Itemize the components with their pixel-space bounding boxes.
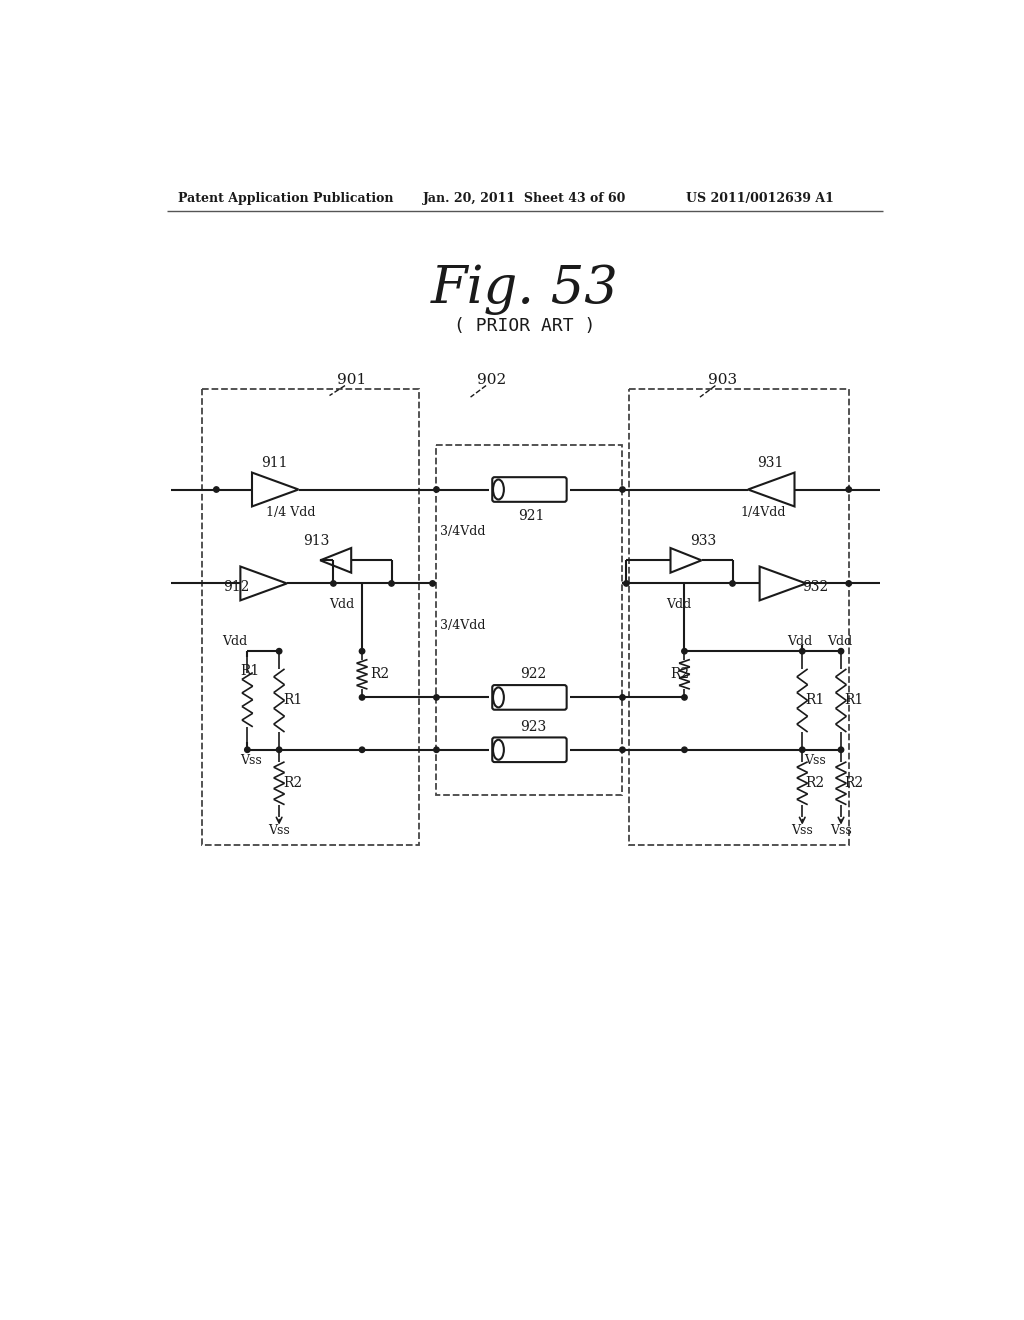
Text: Vdd: Vdd — [330, 598, 354, 611]
Text: R2: R2 — [671, 668, 689, 681]
Circle shape — [839, 648, 844, 653]
FancyBboxPatch shape — [493, 478, 566, 502]
Circle shape — [620, 694, 626, 700]
Text: 913: 913 — [303, 535, 330, 548]
Text: R2: R2 — [844, 776, 863, 791]
Circle shape — [276, 747, 282, 752]
Ellipse shape — [493, 479, 504, 499]
Text: Fig. 53: Fig. 53 — [431, 264, 618, 314]
Bar — [630, 389, 849, 845]
Text: Vss: Vss — [268, 824, 290, 837]
Circle shape — [359, 648, 365, 653]
Text: 911: 911 — [261, 455, 288, 470]
Text: R2: R2 — [283, 776, 302, 791]
Circle shape — [434, 747, 439, 752]
Bar — [436, 445, 623, 795]
Circle shape — [331, 581, 336, 586]
Circle shape — [434, 487, 439, 492]
Text: R1: R1 — [844, 693, 863, 708]
Text: Vss: Vss — [792, 824, 813, 837]
Text: 922: 922 — [520, 668, 547, 681]
Circle shape — [846, 581, 852, 586]
Text: R1: R1 — [241, 664, 260, 678]
Text: R2: R2 — [805, 776, 824, 791]
Circle shape — [276, 648, 282, 653]
Circle shape — [682, 694, 687, 700]
Text: Vdd: Vdd — [786, 635, 812, 648]
Text: Vss: Vss — [805, 754, 826, 767]
Text: R1: R1 — [283, 693, 302, 708]
Circle shape — [245, 747, 250, 752]
Circle shape — [800, 747, 805, 752]
Text: R2: R2 — [370, 668, 389, 681]
Text: 903: 903 — [708, 374, 737, 387]
FancyBboxPatch shape — [493, 685, 566, 710]
FancyBboxPatch shape — [493, 738, 566, 762]
Circle shape — [389, 581, 394, 586]
Ellipse shape — [493, 739, 504, 760]
Text: 901: 901 — [337, 374, 367, 387]
Circle shape — [846, 487, 852, 492]
Text: 902: 902 — [477, 374, 506, 387]
Text: 933: 933 — [690, 535, 716, 548]
Text: Vss: Vss — [830, 824, 852, 837]
Text: 3/4Vdd: 3/4Vdd — [440, 525, 485, 539]
Circle shape — [682, 747, 687, 752]
Text: ( PRIOR ART ): ( PRIOR ART ) — [454, 317, 596, 335]
Circle shape — [359, 694, 365, 700]
Ellipse shape — [493, 688, 504, 708]
Circle shape — [839, 747, 844, 752]
Circle shape — [620, 747, 626, 752]
Text: Vdd: Vdd — [222, 635, 248, 648]
Circle shape — [682, 648, 687, 653]
Text: US 2011/0012639 A1: US 2011/0012639 A1 — [686, 191, 834, 205]
Text: 931: 931 — [758, 455, 783, 470]
Text: 912: 912 — [223, 581, 250, 594]
Circle shape — [430, 581, 435, 586]
Circle shape — [624, 581, 629, 586]
Circle shape — [730, 581, 735, 586]
Text: 1/4Vdd: 1/4Vdd — [740, 506, 785, 519]
Text: 921: 921 — [518, 510, 545, 524]
Text: 3/4Vdd: 3/4Vdd — [440, 619, 485, 632]
Text: Vdd: Vdd — [827, 635, 852, 648]
Circle shape — [214, 487, 219, 492]
Text: 1/4 Vdd: 1/4 Vdd — [266, 506, 315, 519]
Text: Jan. 20, 2011  Sheet 43 of 60: Jan. 20, 2011 Sheet 43 of 60 — [423, 191, 626, 205]
Text: 923: 923 — [520, 719, 547, 734]
Text: Vdd: Vdd — [667, 598, 692, 611]
Text: R1: R1 — [805, 693, 824, 708]
Bar — [203, 389, 419, 845]
Text: 932: 932 — [802, 581, 828, 594]
Text: Vss: Vss — [241, 754, 262, 767]
Circle shape — [620, 487, 626, 492]
Circle shape — [800, 648, 805, 653]
Text: Patent Application Publication: Patent Application Publication — [178, 191, 394, 205]
Circle shape — [359, 747, 365, 752]
Circle shape — [434, 694, 439, 700]
